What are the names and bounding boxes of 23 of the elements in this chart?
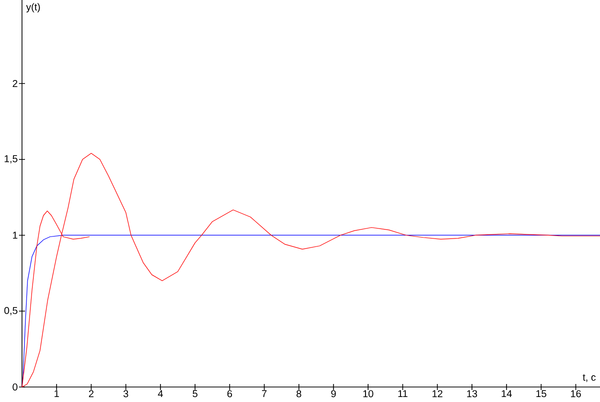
y-tick-label: 1,5 xyxy=(4,155,18,164)
x-tick-label: 8 xyxy=(296,390,302,398)
x-tick-label: 12 xyxy=(432,390,442,398)
y-tick-label: 0,5 xyxy=(4,307,18,316)
x-tick-label: 1 xyxy=(54,390,59,398)
x-tick-label: 7 xyxy=(262,390,267,398)
y-axis-title: y(t) xyxy=(26,3,40,12)
x-axis-title: t, c xyxy=(582,374,596,382)
x-tick-label: 14 xyxy=(502,390,512,398)
x-tick-label: 16 xyxy=(571,390,581,398)
x-tick-label: 9 xyxy=(331,390,336,398)
x-tick-label: 11 xyxy=(398,390,408,398)
y-tick-label: 0 xyxy=(12,383,18,391)
y-tick-label: 2 xyxy=(12,80,18,87)
x-tick-label: 15 xyxy=(536,390,546,398)
x-tick-label: 13 xyxy=(467,390,478,398)
x-tick-label: 3 xyxy=(123,390,128,398)
x-tick-label: 5 xyxy=(192,390,198,398)
y-tick-label: 1 xyxy=(13,232,18,239)
x-tick-label: 4 xyxy=(158,390,163,398)
x-tick-label: 6 xyxy=(227,390,232,398)
x-tick-label: 10 xyxy=(363,390,374,398)
x-tick-label: 2 xyxy=(88,390,94,398)
